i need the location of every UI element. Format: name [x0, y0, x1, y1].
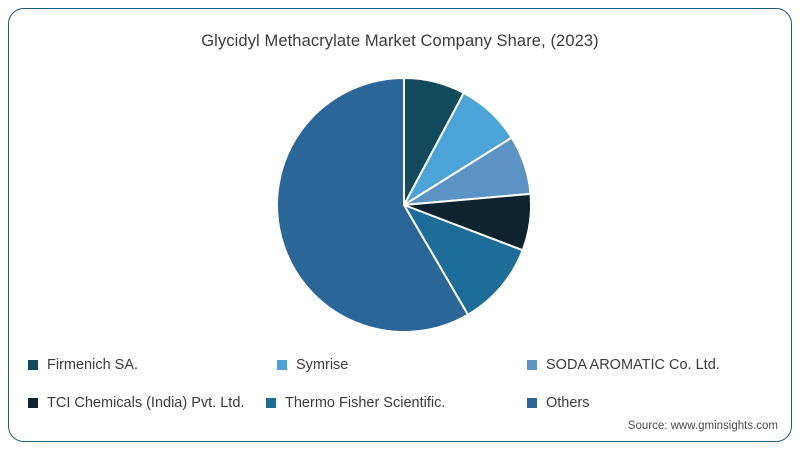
chart-legend: Firmenich SA. Symrise SODA AROMATIC Co. … — [0, 352, 800, 416]
legend-row: Firmenich SA. Symrise SODA AROMATIC Co. … — [0, 352, 800, 378]
legend-swatch-icon — [527, 398, 537, 408]
legend-item-thermo-fisher-scientific[interactable]: Thermo Fisher Scientific. — [266, 390, 445, 416]
legend-item-label: Others — [546, 395, 590, 411]
pie-slice[interactable] — [276, 76, 470, 333]
legend-item-label: TCI Chemicals (India) Pvt. Ltd. — [47, 395, 245, 411]
pie-chart-svg — [276, 76, 532, 333]
legend-item-label: SODA AROMATIC Co. Ltd. — [546, 357, 720, 373]
legend-swatch-icon — [277, 360, 287, 370]
legend-item-label: Firmenich SA. — [47, 357, 139, 373]
legend-item-others[interactable]: Others — [527, 390, 590, 416]
legend-item-label: Thermo Fisher Scientific. — [285, 395, 446, 411]
legend-swatch-icon — [527, 360, 537, 370]
legend-item-label: Symrise — [296, 357, 349, 373]
legend-item-firmenich-sa[interactable]: Firmenich SA. — [28, 352, 138, 378]
legend-item-soda-aromatic-co-ltd[interactable]: SODA AROMATIC Co. Ltd. — [527, 352, 720, 378]
legend-item-tci-chemicals-india-pvt-ltd[interactable]: TCI Chemicals (India) Pvt. Ltd. — [28, 390, 244, 416]
legend-swatch-icon — [266, 398, 276, 408]
legend-swatch-icon — [28, 360, 38, 370]
legend-item-symrise[interactable]: Symrise — [277, 352, 348, 378]
pie-slice[interactable] — [401, 203, 524, 317]
pie-chart — [275, 76, 533, 334]
legend-swatch-icon — [28, 398, 38, 408]
legend-row: TCI Chemicals (India) Pvt. Ltd. Thermo F… — [0, 390, 800, 416]
page-title: Glycidyl Methacrylate Market Company Sha… — [201, 32, 599, 50]
source-attribution: Source: www.gminsights.com — [627, 420, 778, 432]
pie-slice-group — [276, 76, 532, 333]
